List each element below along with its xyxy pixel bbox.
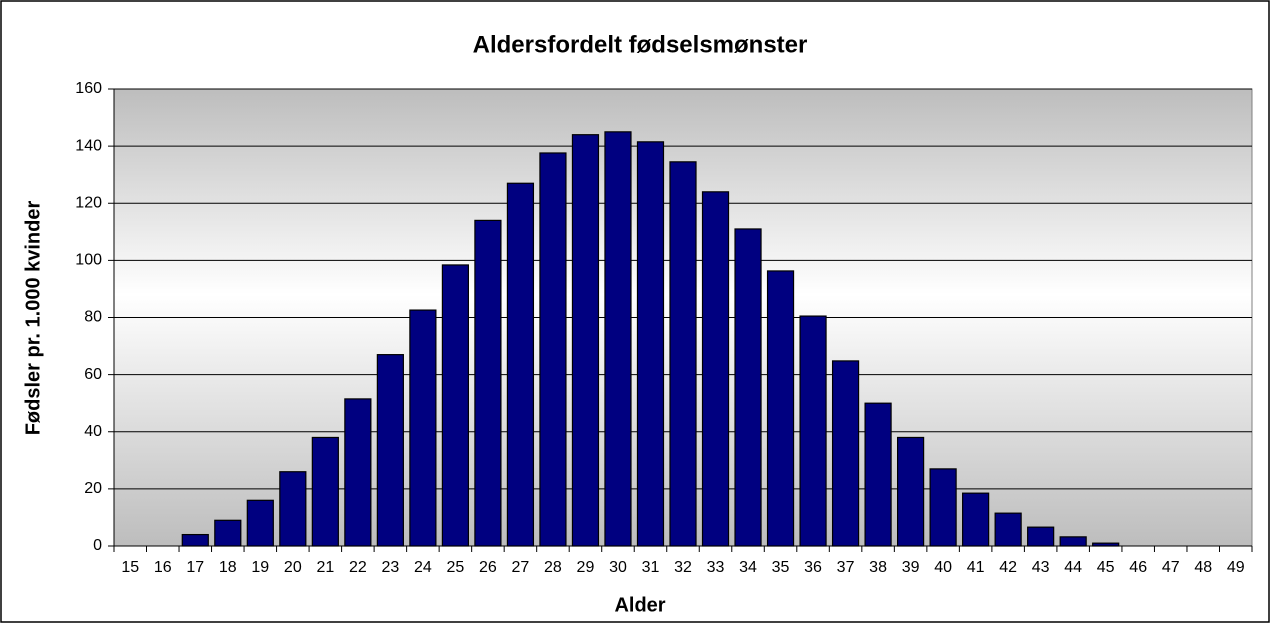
y-tick-label: 100 <box>75 252 102 269</box>
x-tick-label: 33 <box>707 559 725 576</box>
x-tick-label: 31 <box>642 559 660 576</box>
bar <box>799 315 827 547</box>
x-tick-label: 41 <box>967 559 985 576</box>
bar <box>506 182 535 547</box>
x-tick-label: 18 <box>219 559 237 576</box>
x-tick-label: 26 <box>479 559 497 576</box>
x-tick-label: 46 <box>1129 559 1147 576</box>
x-tick-label: 44 <box>1064 559 1082 576</box>
x-tick-label: 22 <box>349 559 367 576</box>
x-tick-label: 35 <box>772 559 790 576</box>
bar <box>311 436 339 547</box>
bar <box>734 228 762 547</box>
y-tick-label: 0 <box>93 537 102 554</box>
x-tick-label: 23 <box>381 559 399 576</box>
bar <box>962 492 990 547</box>
bar <box>864 402 892 547</box>
x-tick-label: 17 <box>186 559 204 576</box>
x-tick-label: 16 <box>154 559 172 576</box>
y-tick-label: 40 <box>84 423 102 440</box>
y-tick-label: 80 <box>84 309 102 326</box>
x-tick-label: 43 <box>1032 559 1050 576</box>
y-tick-label: 160 <box>75 80 102 97</box>
x-tick-label: 24 <box>414 559 432 576</box>
x-tick-label: 34 <box>739 559 757 576</box>
bar <box>994 512 1022 547</box>
x-tick-label: 25 <box>447 559 465 576</box>
bar <box>604 131 632 547</box>
x-tick-label: 36 <box>804 559 822 576</box>
bar <box>279 471 307 547</box>
y-tick-label: 20 <box>84 480 102 497</box>
bar <box>896 436 925 547</box>
x-tick-label: 28 <box>544 559 562 576</box>
x-tick-label: 30 <box>609 559 627 576</box>
x-tick-label: 19 <box>251 559 269 576</box>
x-tick-label: 27 <box>512 559 530 576</box>
x-tick-label: 39 <box>902 559 920 576</box>
y-tick-label: 120 <box>75 194 102 211</box>
bar <box>474 219 502 547</box>
x-tick-label: 21 <box>316 559 334 576</box>
bar <box>246 499 274 547</box>
bar <box>766 270 795 547</box>
bar <box>1027 526 1055 547</box>
bar <box>1092 542 1120 547</box>
bar <box>214 519 242 547</box>
x-tick-label: 40 <box>934 559 952 576</box>
bar <box>409 309 437 547</box>
chart-title: Aldersfordelt fødselsmønster <box>473 31 808 58</box>
y-axis-title: Fødsler pr. 1.000 kvinder <box>22 201 44 436</box>
x-tick-label: 29 <box>577 559 595 576</box>
x-tick-label: 15 <box>121 559 139 576</box>
x-tick-label: 38 <box>869 559 887 576</box>
bar <box>181 533 209 547</box>
x-tick-label: 42 <box>999 559 1017 576</box>
x-tick-label: 37 <box>837 559 855 576</box>
bar <box>344 398 372 547</box>
x-tick-label: 20 <box>284 559 302 576</box>
x-tick-label: 47 <box>1162 559 1180 576</box>
bar <box>636 141 665 547</box>
bar <box>929 468 957 547</box>
bar <box>376 354 404 547</box>
x-tick-label: 48 <box>1194 559 1212 576</box>
bar <box>669 161 697 547</box>
x-tick-label: 32 <box>674 559 692 576</box>
bar <box>571 134 600 547</box>
bar <box>441 264 470 547</box>
x-tick-label: 49 <box>1227 559 1245 576</box>
y-tick-label: 60 <box>84 366 102 383</box>
bar <box>831 360 860 547</box>
y-tick-label: 140 <box>75 137 102 154</box>
bar <box>1059 536 1087 547</box>
bar <box>539 152 567 547</box>
bar <box>701 191 730 547</box>
x-axis-title: Alder <box>614 594 665 616</box>
x-tick-label: 45 <box>1097 559 1115 576</box>
